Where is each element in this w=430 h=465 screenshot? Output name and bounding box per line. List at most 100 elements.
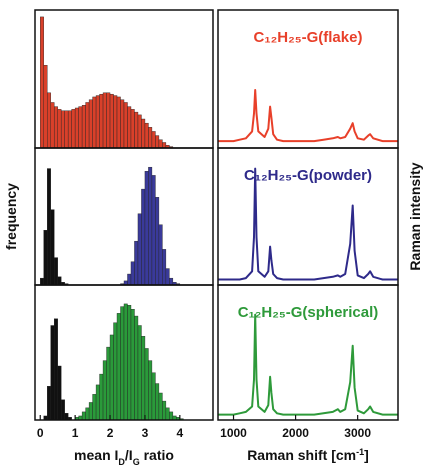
histogram-bar (74, 107, 79, 149)
histogram-bar (50, 325, 55, 421)
panel-title: C₁₂H₂₅-G(flake) (254, 29, 363, 46)
x-tick-label: 4 (176, 426, 183, 440)
histogram-bar (102, 92, 107, 149)
histogram-bar (47, 92, 51, 149)
x-tick-label: 0 (37, 426, 44, 440)
histogram-bar (60, 399, 65, 421)
x-axis-label: Raman shift [cm-1] (247, 447, 369, 463)
histogram-bar (116, 96, 121, 149)
histogram-bar (116, 313, 121, 421)
x-tick-label: 2000 (282, 426, 309, 440)
x-axis-label-part: mean I (74, 447, 118, 463)
histogram-bar (109, 93, 114, 149)
histogram-bar (155, 383, 160, 421)
histogram-bar (88, 99, 93, 149)
histogram-bar (53, 106, 58, 149)
histogram-bar (130, 261, 135, 286)
histogram-bar (137, 213, 142, 286)
histogram-bar (169, 411, 174, 421)
histogram-bar (102, 360, 107, 421)
histogram-bar (162, 249, 167, 286)
histogram-bar (113, 322, 118, 421)
histogram-bar (85, 102, 90, 149)
x-tick-label: 3 (142, 426, 149, 440)
histogram-bar (162, 400, 167, 421)
histogram-bar (53, 318, 58, 421)
histogram-bar (81, 411, 86, 421)
histogram-bar (165, 407, 170, 421)
spectrum-line (218, 313, 398, 416)
x-tick-label: 1 (72, 426, 79, 440)
histogram-bar (148, 166, 153, 286)
histogram-bar (155, 197, 160, 286)
spectrum-line (218, 167, 398, 281)
x-tick-label: 2 (107, 426, 114, 440)
panel-frame (217, 284, 399, 421)
histogram-bar (43, 64, 48, 149)
panel-title: C₁₂H₂₅-G(powder) (244, 167, 372, 184)
histogram-bar (64, 110, 69, 149)
histogram-bar (120, 306, 125, 421)
y-axis-label: frequency (3, 183, 19, 250)
x-axis-label-part: D (118, 457, 125, 465)
histogram-bar (137, 325, 142, 421)
histogram-bar (144, 348, 149, 421)
histogram-bar (158, 224, 163, 286)
x-tick-label: 3000 (344, 426, 371, 440)
histogram-bar (127, 305, 132, 421)
histogram-bar (50, 209, 55, 286)
histogram-bar (78, 106, 83, 149)
histogram-bar (47, 386, 51, 421)
histogram-bar (92, 96, 97, 149)
histogram-bar (60, 110, 65, 149)
histogram-bar (130, 109, 135, 149)
histogram-bar (88, 402, 93, 421)
histogram-bar (81, 105, 86, 149)
x-axis-label: mean ID/IG ratio (74, 447, 174, 465)
panel-frame (34, 147, 214, 286)
x-axis-label-part: Raman shift [cm (247, 447, 356, 463)
histogram-bar (123, 102, 128, 149)
x-axis-label-part: ratio (140, 447, 174, 463)
histogram-bar (144, 122, 149, 149)
histogram-bar (165, 268, 170, 286)
histogram-bar (134, 315, 139, 421)
histogram-bar (57, 109, 62, 149)
histogram-bar (158, 392, 163, 421)
histogram-bar (151, 131, 156, 149)
histogram-bar (141, 118, 146, 149)
histogram-bar (67, 110, 72, 149)
panel-title: C₁₂H₂₅-G(spherical) (238, 304, 379, 321)
spectrum-line (218, 89, 398, 143)
histogram-bar (120, 99, 125, 149)
histogram-bar (57, 276, 62, 286)
x-axis-label-part: -1 (356, 447, 364, 457)
histogram-bar (130, 309, 135, 421)
histogram-bar (53, 257, 58, 286)
x-axis-label-part: G (133, 457, 140, 465)
histogram-bar (64, 413, 69, 421)
panel-frame (34, 284, 214, 421)
histogram-bar (123, 303, 128, 421)
histogram-bar (134, 111, 139, 149)
histogram-bar (106, 346, 111, 421)
x-tick-label: 1000 (220, 426, 247, 440)
histogram-bar (106, 92, 111, 149)
histogram-bar (155, 135, 160, 149)
histogram-bar (95, 384, 100, 421)
x-axis-label-part: ] (364, 447, 369, 463)
y-axis-label: Raman intensity (407, 162, 423, 270)
histogram-bar (148, 127, 153, 149)
histogram-bar (40, 277, 44, 286)
histogram-bar (141, 336, 146, 421)
histogram-bar (57, 365, 62, 421)
histogram-bar (134, 240, 139, 286)
histogram-bar (95, 95, 100, 149)
histogram-bar (113, 95, 118, 149)
histogram-bar (85, 407, 90, 421)
histogram-bar (162, 142, 167, 149)
histogram-bar (43, 229, 48, 286)
histogram-bar (40, 16, 44, 149)
